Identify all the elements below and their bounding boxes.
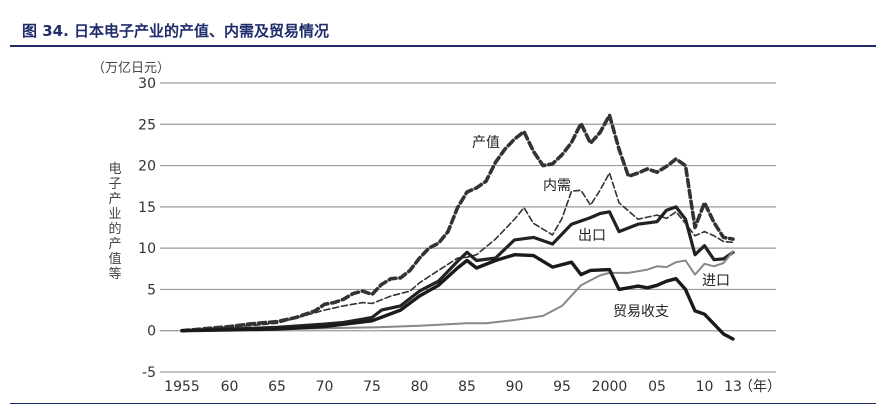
y-axis-label-char: 的	[108, 221, 121, 237]
series-line-imports	[181, 250, 734, 332]
x-tick-label: 80	[411, 379, 429, 395]
series-line-trade-balance	[180, 252, 735, 341]
y-tick-label: 5	[147, 282, 156, 298]
series-line-domestic-demand	[181, 172, 734, 332]
x-tick-label: 60	[221, 379, 239, 395]
y-axis-label-char: 等	[108, 266, 121, 282]
series-label-output: 产值	[472, 135, 500, 151]
series-label-exports: 出口	[578, 228, 606, 244]
x-tick-label: 1955	[164, 379, 200, 395]
y-axis-label-char: 产	[108, 237, 121, 252]
y-axis-ticks: -5 0 5 10 15 20 25 30	[138, 76, 156, 381]
bottom-rule	[10, 403, 876, 404]
x-tick-label: 85	[458, 379, 476, 395]
y-axis-label-char: 值	[108, 251, 121, 267]
x-unit-label: （年）	[739, 379, 781, 395]
x-tick-label: 90	[506, 379, 524, 395]
figure-header: 图 34. 日本电子产业的产值、内需及贸易情况	[0, 0, 883, 50]
series-lines	[180, 113, 735, 341]
x-tick-label: 75	[363, 379, 381, 395]
y-unit-label: （万亿日元）	[92, 61, 170, 76]
x-tick-label: 65	[268, 379, 286, 395]
x-axis-ticks: 1955 60 65 70 75 80 85 90 95 2000 05 10 13	[164, 379, 742, 395]
x-tick-label: 05	[648, 379, 666, 395]
y-axis-label-char: 子	[108, 177, 121, 192]
series-label-domestic-demand: 内需	[543, 178, 571, 194]
x-tick-label: 13	[724, 379, 742, 395]
y-axis-label-char: 业	[108, 207, 121, 222]
y-tick-label: 25	[138, 117, 156, 133]
y-tick-label: 0	[147, 324, 156, 340]
x-tick-label: 95	[553, 379, 571, 395]
x-tick-label: 70	[316, 379, 334, 395]
figure-title: 图 34. 日本电子产业的产值、内需及贸易情况	[22, 22, 330, 40]
series-line-output	[180, 113, 735, 333]
title-rule	[10, 45, 876, 47]
x-tick-label: 2000	[592, 379, 628, 395]
y-tick-label: 20	[138, 159, 156, 175]
y-axis-label-char: 产	[108, 192, 121, 207]
series-label-imports: 进口	[702, 273, 730, 289]
y-tick-label: 15	[138, 200, 156, 216]
series-label-trade-balance: 贸易收支	[613, 304, 669, 320]
y-tick-label: 10	[138, 241, 156, 257]
y-axis-label-char: 电	[108, 162, 121, 177]
y-tick-label: 30	[138, 76, 156, 92]
x-tick-label: 10	[696, 379, 714, 395]
y-tick-label: -5	[142, 365, 156, 381]
series-line-exports	[180, 205, 735, 333]
